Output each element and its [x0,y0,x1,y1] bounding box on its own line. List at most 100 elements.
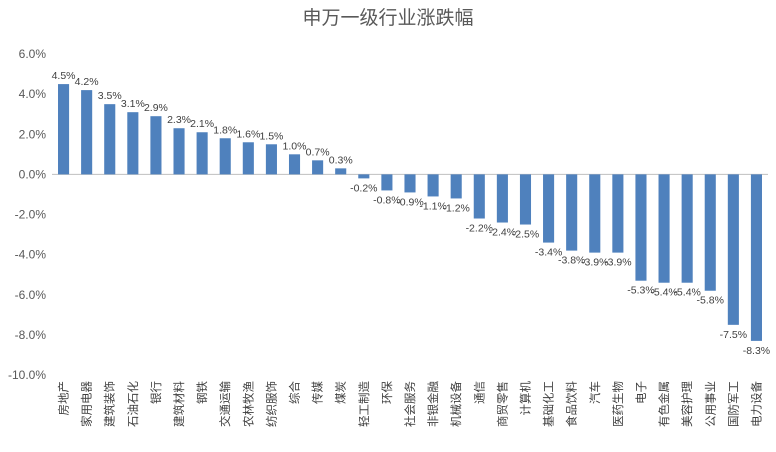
x-tick-label: 交通运输 [218,381,232,427]
y-tick-label: 0.0% [19,167,47,181]
bars [58,84,762,341]
x-tick-label: 电子 [634,381,648,404]
x-tick-label: 综合 [288,381,302,404]
bar-房地产 [58,84,70,175]
x-tick-label: 纺织服饰 [264,381,278,427]
y-tick-label: -4.0% [15,248,47,262]
y-tick-label: -6.0% [15,288,47,302]
bar-纺织服饰 [265,144,277,175]
x-tick-label: 银行 [149,381,163,404]
bar-环保 [381,174,393,191]
data-label: -5.4% [673,287,700,299]
bar-基础化工 [543,174,555,243]
bar-家用电器 [81,90,93,175]
x-tick-label: 美容护理 [680,381,694,427]
bar-有色金属 [658,174,670,283]
x-tick-label: 钢铁 [195,381,209,404]
data-label: -0.9% [396,196,423,208]
data-label: 4.5% [52,70,76,82]
bar-建筑材料 [173,128,185,175]
data-label: 1.0% [283,140,307,152]
data-labels: 4.5%4.2% 3.5%3.1% 2.9%2.3% 2.1%1.8% 1.6% 1.5%… [52,70,771,357]
x-tick-label: 石油石化 [126,381,140,427]
data-label: -2.4% [489,227,516,239]
bar-医药生物 [612,174,624,253]
x-tick-label: 非银金融 [426,381,440,427]
data-label: -3.8% [558,255,585,267]
x-tick-label: 电力设备 [749,381,763,427]
bar-建筑装饰 [104,104,116,175]
data-label: -0.2% [350,182,377,194]
y-tick-label: -8.0% [15,328,47,342]
x-tick-label: 汽车 [588,381,602,404]
bar-银行 [150,116,162,175]
data-label: -1.1% [419,200,446,212]
bar-农林牧渔 [242,142,254,175]
data-label: 2.3% [167,114,191,126]
x-tick-label: 环保 [380,381,394,404]
data-label: -2.2% [466,223,493,235]
y-tick-label: 4.0% [19,87,47,101]
data-label: 0.7% [306,146,330,158]
x-tick-label: 机械设备 [449,381,463,427]
y-tick-label: -10.0% [8,368,46,382]
x-tick-label: 商贸零售 [495,381,509,427]
x-tick-label: 传媒 [311,381,325,404]
data-label: 1.6% [236,128,260,140]
x-tick-label: 轻工制造 [357,381,371,427]
data-label: -2.5% [512,229,539,241]
bar-综合 [288,154,301,175]
data-label: -5.3% [627,285,654,297]
bar-轻工制造 [358,174,370,179]
x-tick-label: 农林牧渔 [241,381,255,427]
data-label: -0.8% [373,194,400,206]
bar-石油石化 [127,112,139,175]
x-tick-label: 房地产 [57,381,71,416]
data-label: -3.9% [581,257,608,269]
x-tick-label: 基础化工 [542,381,556,427]
data-label: -3.9% [604,257,631,269]
data-label: -3.4% [535,247,562,259]
bar-钢铁 [196,132,208,175]
x-axis: 房地产 家用电器 建筑装饰 石油石化 银行 建筑材料 钢铁 交通运输 农林牧渔 纺织服饰 综合 传媒煤… [57,381,764,427]
y-tick-label: -2.0% [15,208,47,222]
data-label: 2.1% [190,118,214,130]
data-label: -5.8% [697,295,724,307]
data-label: 4.2% [75,76,99,88]
bar-煤炭 [335,168,347,175]
bar-汽车 [589,174,601,253]
data-label: 1.5% [259,130,283,142]
bar-交通运输 [219,138,231,175]
x-tick-label: 社会服务 [403,381,417,427]
y-tick-label: 2.0% [19,127,47,141]
x-tick-label: 医药生物 [611,381,625,427]
bar-传媒 [312,160,324,175]
bar-公用事业 [704,174,716,291]
x-tick-label: 国防军工 [726,381,740,427]
data-label: 0.3% [329,154,353,166]
x-tick-label: 建筑材料 [172,381,186,427]
bar-通信 [473,174,485,219]
bar-社会服务 [404,174,416,193]
x-tick-label: 计算机 [518,381,532,416]
data-label: 3.5% [98,90,122,102]
data-label: 3.1% [121,98,145,110]
bar-食品饮料 [566,174,578,251]
bar-电子 [635,174,647,281]
data-label: -8.3% [743,345,770,357]
x-tick-label: 煤炭 [334,381,348,404]
x-tick-label: 建筑装饰 [103,381,117,427]
data-label: -5.4% [650,287,677,299]
x-tick-label: 通信 [472,381,486,404]
x-tick-label: 家用电器 [80,381,94,427]
y-axis: -10.0% -8.0% -6.0% -4.0% -2.0% 0.0% 2.0% 4.0% 6.… [8,47,46,382]
bar-国防军工 [727,174,739,325]
bar-美容护理 [681,174,693,283]
x-tick-label: 公用事业 [703,381,717,427]
bar-机械设备 [450,174,462,199]
bar-非银金融 [427,174,439,197]
bar-计算机 [519,174,532,225]
x-tick-label: 有色金属 [657,381,671,427]
data-label: 1.8% [213,124,237,136]
